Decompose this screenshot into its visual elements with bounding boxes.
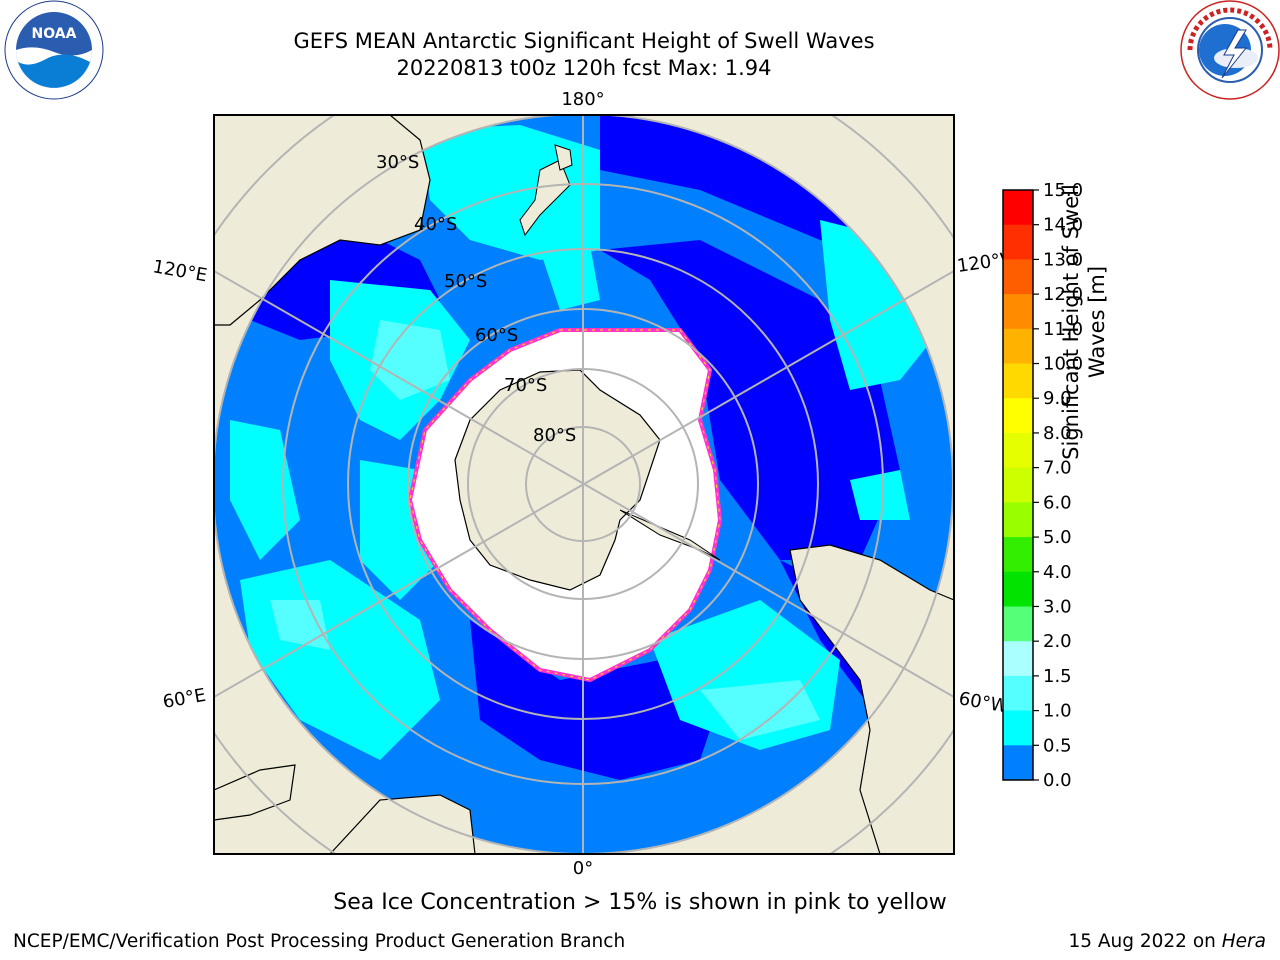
colorbar-label: Significant Height of Swell Waves [m] [1059, 184, 1109, 460]
lon-label-180: 180° [561, 89, 604, 110]
colorbar-bin [1003, 190, 1033, 226]
colorbar-tick-label: 8.0 [1043, 423, 1072, 444]
colorbar-tick-label: 5.0 [1043, 527, 1072, 548]
colorbar-tick-label: 9.0 [1043, 388, 1072, 409]
colorbar-tick-label: 14.0 [1043, 215, 1083, 236]
colorbar-tick-label: 1.5 [1043, 666, 1072, 687]
colorbar-bin [1003, 641, 1033, 677]
madagascar-landmass [214, 764, 296, 821]
colorbar-tick-label: 1.0 [1043, 701, 1072, 722]
colorbar-tick-label: 7.0 [1043, 458, 1072, 479]
colorbar-tick-label: 15.0 [1043, 180, 1083, 201]
chart-subtitle: 20220813 t00z 120h fcst Max: 1.94 [396, 56, 772, 80]
colorbar-frame [1002, 189, 1034, 781]
colorbar-tick-label: 4.0 [1043, 562, 1072, 583]
footer-date: 15 Aug 2022 on Hera [1068, 931, 1266, 952]
colorbar-bin [1003, 675, 1033, 712]
sea-ice-note: Sea Ice Concentration > 15% is shown in … [333, 890, 947, 915]
lat-label-80s: 80°S [533, 425, 576, 446]
lon-label-60e: 60°E [161, 685, 207, 713]
lat-label-60s: 60°S [475, 325, 518, 346]
colorbar-tick-label: 0.0 [1043, 770, 1072, 790]
colorbar-bin [1003, 224, 1033, 260]
svg-text:NOAA: NOAA [32, 26, 77, 42]
lon-label-0: 0° [573, 858, 593, 879]
colorbar-bin [1003, 571, 1033, 607]
noaa-logo: NOAA [4, 0, 104, 100]
africa-landmass [329, 794, 476, 854]
colorbar-bin [1003, 328, 1033, 365]
colorbar-tick-label: 10.0 [1043, 354, 1083, 375]
colorbar-bin [1003, 606, 1033, 642]
new-zealand-north [554, 144, 573, 171]
colorbar-tick-label: 2.0 [1043, 631, 1072, 652]
colorbar-tick-label: 3.0 [1043, 596, 1072, 617]
nws-logo [1180, 0, 1280, 100]
footer-machine: Hera [1221, 931, 1266, 952]
colorbar: 15.0 14.0 13.0 12.0 11.0 10.0 9.0 8.0 7.0 6.0 5.0 4… [1002, 180, 1083, 790]
colorbar-bin [1003, 745, 1033, 781]
chart-title: GEFS MEAN Antarctic Significant Height o… [293, 29, 875, 53]
footer-credit: NCEP/EMC/Verification Post Processing Pr… [13, 931, 626, 952]
colorbar-bin [1003, 259, 1033, 295]
colorbar-bin [1003, 710, 1033, 746]
lon-label-120e: 120°E [151, 256, 209, 286]
colorbar-tick-label: 12.0 [1043, 284, 1083, 305]
colorbar-tick-label: 6.0 [1043, 492, 1072, 513]
colorbar-tick-label: 0.5 [1043, 735, 1072, 756]
colorbar-bin [1003, 432, 1033, 469]
lat-label-40s: 40°S [414, 214, 457, 235]
colorbar-bin [1003, 398, 1033, 434]
colorbar-bin [1003, 502, 1033, 538]
australia-landmass [214, 115, 431, 326]
colorbar-bin [1003, 467, 1033, 503]
south-america-landmass [789, 544, 954, 854]
colorbar-bin [1003, 363, 1033, 399]
colorbar-tick-label: 11.0 [1043, 319, 1083, 340]
footer-date-text: 15 Aug 2022 on [1068, 931, 1222, 952]
lat-label-70s: 70°S [504, 375, 547, 396]
colorbar-bin [1003, 294, 1033, 330]
lat-label-30s: 30°S [376, 152, 419, 173]
colorbar-tick-label: 13.0 [1043, 249, 1083, 270]
map-frame [213, 114, 955, 855]
colorbar-bin [1003, 537, 1033, 573]
lat-label-50s: 50°S [444, 271, 487, 292]
